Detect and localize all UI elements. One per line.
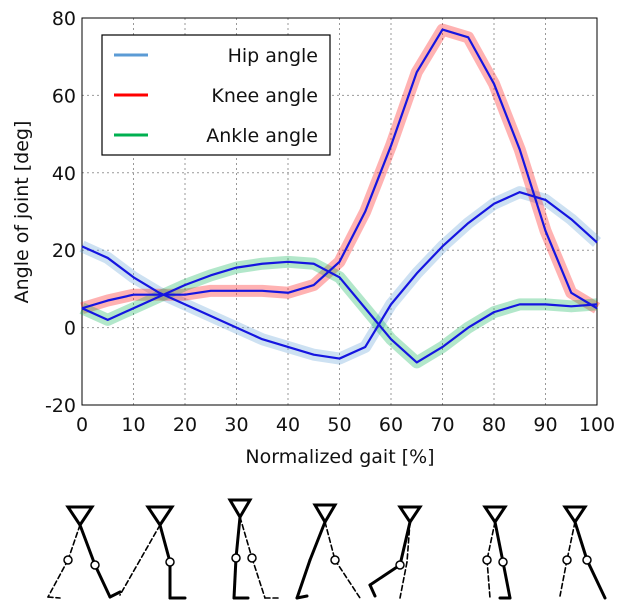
x-tick-label: 0	[76, 414, 88, 436]
x-tick-label: 40	[276, 414, 300, 436]
x-tick-label: 70	[430, 414, 454, 436]
series-line	[81, 260, 598, 364]
y-tick-label: 0	[64, 318, 76, 340]
x-tick-label: 50	[327, 414, 351, 436]
x-tick-label: 100	[579, 414, 615, 436]
y-tick-label: 60	[52, 85, 76, 107]
x-tick-label: 10	[121, 414, 145, 436]
y-tick-label: 20	[52, 240, 76, 262]
legend-label: Knee angle	[211, 85, 318, 107]
x-tick-label: 60	[379, 414, 403, 436]
gait-figures	[47, 498, 607, 600]
x-tick-label: 90	[533, 414, 557, 436]
y-axis-label: Angle of joint [deg]	[11, 121, 33, 304]
x-axis-label: Normalized gait [%]	[245, 446, 434, 468]
legend-label: Ankle angle	[206, 125, 318, 147]
series-line	[81, 191, 598, 360]
series-line	[81, 28, 598, 310]
x-tick-label: 20	[173, 414, 197, 436]
y-tick-label: -20	[45, 395, 76, 417]
plot-frame	[81, 17, 598, 406]
y-tick-label: 80	[52, 8, 76, 30]
legend-label: Hip angle	[228, 45, 318, 67]
x-tick-label: 80	[482, 414, 506, 436]
x-tick-label: 30	[224, 414, 248, 436]
y-tick-label: 40	[52, 163, 76, 185]
